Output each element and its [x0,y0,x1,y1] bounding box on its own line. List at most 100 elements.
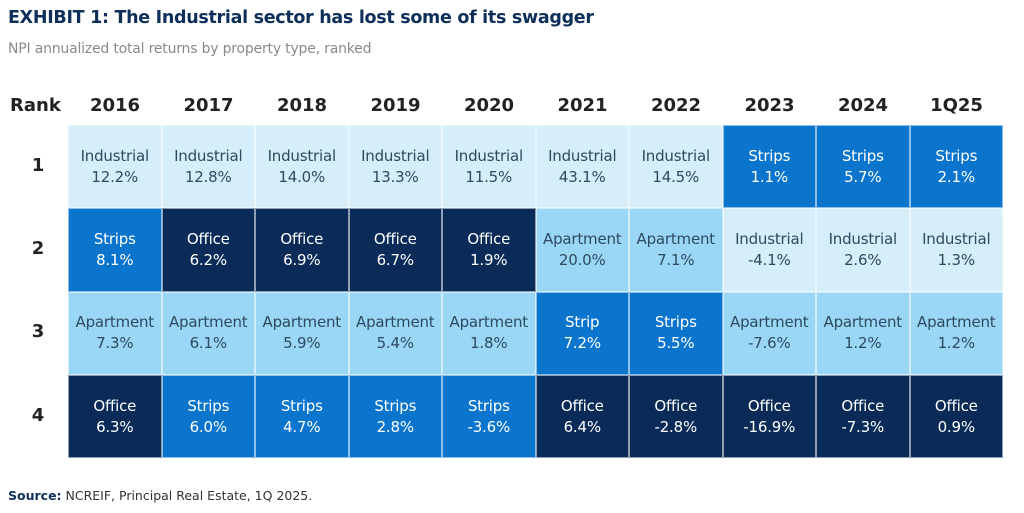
year-header: 2019 [370,95,421,116]
table-cell: Office 6.4% [535,374,629,459]
table-cell: Apartment 20.0% [535,208,629,292]
year-header: 2024 [837,95,889,116]
year-header: 2020 [463,95,515,116]
table-cell: Strips 2.1% [909,125,1003,209]
year-header: 2023 [744,95,795,116]
cell-type: Industrial [641,146,711,165]
table-cell: Office -7.3% [816,374,910,459]
cell-value: 1.2% [937,334,976,353]
cell-value: 7.2% [563,334,602,353]
cell-value: 0.9% [937,417,976,436]
cell-value: 2.1% [937,167,976,186]
table-cell: Industrial 11.5% [442,125,536,209]
table-cell: Strips 6.0% [161,374,255,459]
table-cell: Industrial 12.2% [68,125,162,209]
rank-label: 4 [31,404,45,426]
cell-value: 1.2% [844,334,882,353]
cell-type: Industrial [922,229,991,248]
cell-type: Apartment [75,313,155,332]
table-cell: Strips 5.5% [629,291,723,375]
cell-value: 13.3% [371,167,419,186]
rank-label: 3 [31,321,45,343]
cell-value: 7.3% [96,334,134,353]
table-cell: Apartment 1.2% [909,291,1003,375]
cell-value: 8.1% [96,250,134,269]
cell-type: Apartment [730,313,809,332]
table-cell: Strip 7.2% [535,291,629,375]
cell-type: Office [280,229,324,248]
cell-type: Apartment [823,313,903,332]
cell-value: 11.5% [465,167,513,186]
table-cell: Office -2.8% [629,374,723,459]
table-cell: Office 6.2% [161,208,255,292]
cell-value: -4.1% [747,250,791,269]
cell-value: 43.1% [558,167,606,186]
table-cell: Strips -3.6% [442,374,536,459]
cell-value: 1.1% [750,167,789,186]
table-cell: Apartment 5.9% [255,291,349,375]
table-cell: Apartment 1.2% [816,291,910,375]
chart-title: EXHIBIT 1: The Industrial sector has los… [8,8,594,28]
table-cell: Office 6.9% [255,208,349,292]
cell-type: Strips [748,146,791,165]
cell-value: 20.0% [558,250,606,269]
cell-type: Office [841,396,885,415]
cell-type: Industrial [735,229,804,248]
cell-value: -7.6% [747,334,791,353]
table-cell: Industrial 2.6% [816,208,910,292]
source-text: NCREIF, Principal Real Estate, 1Q 2025. [61,488,313,503]
cell-value: 7.1% [657,250,695,269]
cell-type: Office [93,396,137,415]
table-cell: Office 6.3% [68,374,162,459]
table-cell: Office 1.9% [442,208,536,292]
cell-type: Strips [93,229,136,248]
year-header: 2017 [183,95,234,116]
table-cell: Industrial 12.8% [161,125,255,209]
cell-value: 2.8% [376,417,415,436]
table-cell: Apartment 7.1% [629,208,723,292]
cell-value: 6.7% [376,250,415,269]
table-cell: Office 6.7% [348,208,442,292]
cell-type: Office [373,229,417,248]
cell-value: 1.8% [470,334,508,353]
source-label: Source: [8,488,62,503]
cell-type: Strips [841,146,884,165]
cell-type: Office [654,396,698,415]
table-cell: Apartment -7.6% [722,291,816,375]
table-cell: Industrial 14.0% [255,125,349,209]
cell-type: Office [186,229,230,248]
table-cell: Apartment 1.8% [442,291,536,375]
cell-value: 14.0% [278,167,326,186]
cell-value: 6.1% [189,334,228,353]
table-cell: Strips 5.7% [816,125,910,209]
cell-value: 1.3% [937,250,976,269]
chart-subtitle: NPI annualized total returns by property… [8,41,372,57]
cell-type: Apartment [356,313,435,332]
cell-type: Apartment [917,313,996,332]
rank-label: 2 [31,237,45,259]
table-cell: Industrial 1.3% [909,208,1003,292]
cell-type: Industrial [454,146,524,165]
table-cell: Strips 8.1% [68,208,162,292]
table-cell: Industrial 14.5% [629,125,723,209]
cell-type: Industrial [267,146,337,165]
table-cell: Apartment 7.3% [68,291,162,375]
cell-type: Strips [467,396,510,415]
year-header: 2021 [557,95,608,116]
table-cell: Industrial 13.3% [348,125,442,209]
table-cell: Strips 1.1% [722,125,816,209]
table-cell: Strips 4.7% [255,374,349,459]
cell-type: Office [467,229,511,248]
cell-type: Strips [280,396,323,415]
cell-type: Industrial [548,146,617,165]
year-header: 2018 [276,95,328,116]
cell-value: 1.9% [470,250,508,269]
table-cell: Apartment 5.4% [348,291,442,375]
cell-value: 6.9% [283,250,321,269]
cell-value: -7.3% [841,417,885,436]
cell-value: 6.3% [96,417,134,436]
cell-type: Apartment [636,229,716,248]
year-header: 2022 [650,95,702,116]
cell-value: -2.8% [654,417,698,436]
table-cell: Apartment 6.1% [161,291,255,375]
